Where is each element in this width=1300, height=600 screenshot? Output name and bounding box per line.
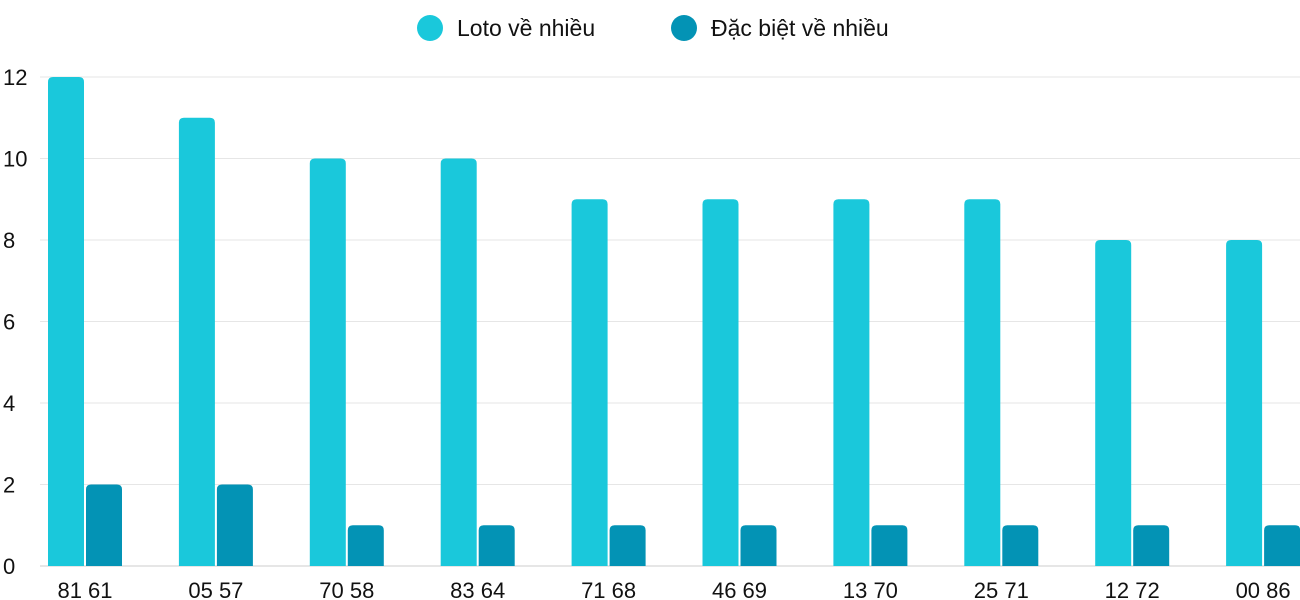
bar-dac-biet	[1002, 525, 1039, 566]
legend-label: Loto về nhiều	[457, 15, 595, 41]
bar-loto	[178, 117, 215, 566]
x-tick-label: 05 57	[188, 578, 243, 600]
x-tick-label: 25 71	[974, 578, 1029, 600]
bar-loto	[833, 199, 870, 566]
y-tick-label: 8	[3, 228, 15, 253]
bar-dac-biet	[216, 484, 253, 566]
y-tick-label: 10	[3, 147, 27, 172]
legend-marker	[417, 15, 443, 41]
bar-loto	[1226, 240, 1263, 566]
bar-loto	[1095, 240, 1132, 566]
bar-dac-biet	[740, 525, 777, 566]
x-tick-label: 71 68	[581, 578, 636, 600]
bar-dac-biet	[1264, 525, 1300, 566]
bar-dac-biet	[478, 525, 515, 566]
bar-dac-biet	[871, 525, 908, 566]
y-tick-label: 12	[3, 65, 27, 90]
bar-loto	[571, 199, 608, 566]
bar-loto	[309, 158, 346, 566]
bar-dac-biet	[347, 525, 384, 566]
bar-loto	[702, 199, 739, 566]
bar-loto	[964, 199, 1001, 566]
x-tick-label: 81 61	[57, 578, 112, 600]
bar-loto	[440, 158, 477, 566]
y-tick-label: 4	[3, 391, 15, 416]
bar-dac-biet	[609, 525, 646, 566]
bar-loto	[48, 77, 84, 566]
x-tick-label: 46 69	[712, 578, 767, 600]
x-tick-label: 13 70	[843, 578, 898, 600]
bar-dac-biet	[86, 484, 122, 566]
x-tick-label: 00 86	[1236, 578, 1291, 600]
legend-marker	[671, 15, 697, 41]
bar-dac-biet	[1133, 525, 1170, 566]
x-tick-label: 70 58	[319, 578, 374, 600]
y-tick-label: 2	[3, 473, 15, 498]
legend-label: Đặc biệt về nhiều	[711, 15, 889, 41]
x-tick-label: 83 64	[450, 578, 505, 600]
y-tick-label: 0	[3, 554, 15, 579]
y-tick-label: 6	[3, 310, 15, 335]
x-tick-label: 12 72	[1105, 578, 1160, 600]
